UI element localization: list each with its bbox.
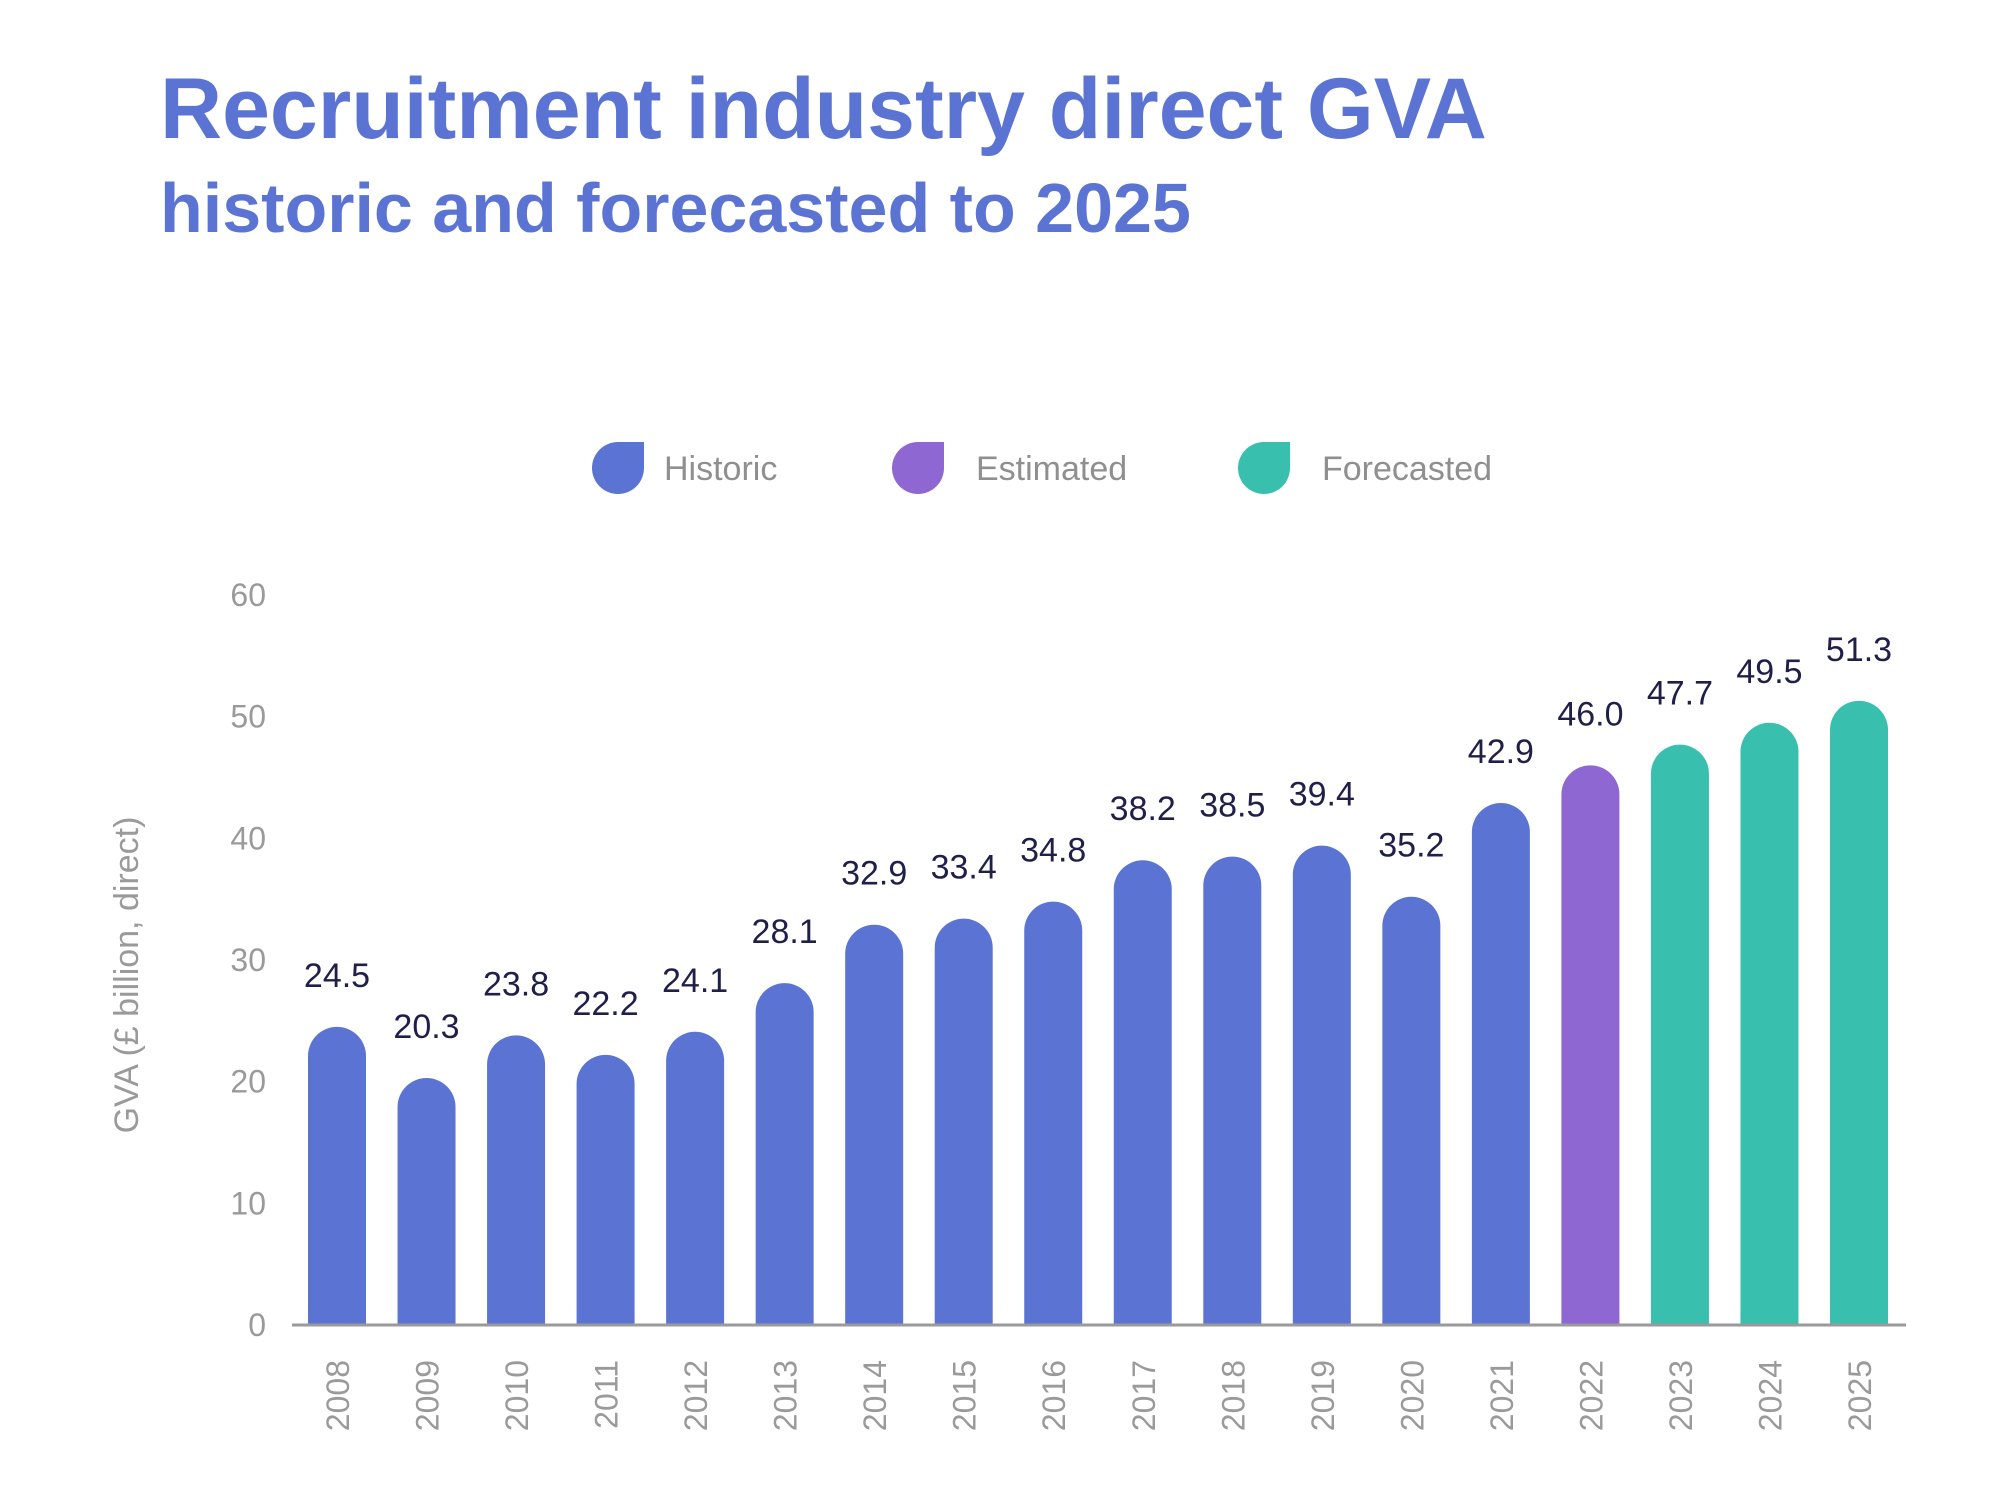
bar-2011	[576, 1054, 635, 1325]
chart-legend: Historic Estimated Forecasted	[592, 442, 1492, 494]
data-label: 28.1	[752, 913, 818, 951]
x-tick-label: 2019	[1305, 1360, 1341, 1431]
y-axis-title: GVA (£ billion, direct)	[108, 817, 146, 1134]
legend-label: Estimated	[976, 450, 1127, 488]
chart-title: Recruitment industry direct GVA	[160, 61, 1487, 157]
chart-subtitle: historic and forecasted to 2025	[160, 169, 1191, 247]
x-tick-label: 2012	[678, 1360, 714, 1431]
y-tick-label: 40	[230, 820, 266, 856]
data-label: 42.9	[1468, 733, 1534, 771]
x-tick-label: 2020	[1394, 1360, 1430, 1431]
data-label: 20.3	[393, 1008, 459, 1046]
x-tick-label: 2014	[857, 1360, 893, 1431]
data-label: 35.2	[1378, 827, 1444, 865]
x-tick-label: 2011	[589, 1360, 625, 1429]
data-label: 24.1	[662, 962, 728, 1000]
bar-2017	[1113, 860, 1172, 1325]
data-label: 32.9	[841, 855, 907, 893]
x-tick-label: 2015	[947, 1360, 983, 1431]
bar-2010	[487, 1035, 546, 1325]
x-tick-label: 2008	[320, 1360, 356, 1431]
bar-2012	[666, 1031, 725, 1325]
legend-droplet-icon	[892, 442, 944, 494]
x-tick-label: 2009	[410, 1360, 446, 1431]
x-tick-label: 2017	[1126, 1360, 1162, 1431]
bar-2009	[397, 1078, 456, 1325]
data-label: 51.3	[1826, 631, 1892, 669]
x-axis: 2008 2009 2010 2011 2012 2013 2014 2015 2016 2017…	[292, 1323, 1906, 1431]
data-label: 23.8	[483, 965, 549, 1003]
data-label: 22.2	[572, 985, 638, 1023]
bar-2019	[1292, 845, 1351, 1325]
legend-droplet-icon	[592, 442, 644, 494]
legend-label: Historic	[664, 450, 777, 488]
bar-2024	[1740, 722, 1799, 1325]
bar-2018	[1203, 856, 1262, 1325]
bar-2015	[934, 918, 993, 1325]
bar-2008	[308, 1026, 366, 1325]
data-label: 46.0	[1557, 695, 1623, 733]
bar-2023	[1650, 744, 1709, 1325]
x-tick-label: 2010	[499, 1360, 535, 1431]
data-label: 33.4	[931, 849, 997, 887]
data-label: 34.8	[1020, 832, 1086, 870]
chart-bars: 24.5 20.3 23.8 22.2 24.1 28.1 32.9 33.4 34.8 38.2…	[304, 631, 1892, 1325]
bar-2022	[1561, 765, 1620, 1325]
y-tick-label: 30	[230, 942, 266, 978]
x-tick-label: 2024	[1752, 1360, 1788, 1431]
y-tick-label: 0	[248, 1307, 266, 1343]
y-axis: 0 10 20 30 40 50 60 GVA (£ billion, direct)	[108, 577, 266, 1343]
y-tick-label: 50	[230, 699, 266, 735]
y-tick-label: 10	[230, 1185, 266, 1221]
data-label: 49.5	[1736, 653, 1802, 691]
bar-2013	[755, 983, 814, 1325]
x-tick-label: 2018	[1215, 1360, 1251, 1431]
x-tick-label: 2021	[1484, 1360, 1520, 1431]
x-tick-label: 2023	[1663, 1360, 1699, 1431]
y-tick-label: 20	[230, 1064, 266, 1100]
bar-2014	[845, 924, 904, 1325]
data-label: 38.5	[1199, 787, 1265, 825]
data-label: 38.2	[1110, 790, 1176, 828]
data-label: 39.4	[1289, 776, 1355, 814]
x-tick-label: 2025	[1842, 1360, 1878, 1431]
data-label: 24.5	[304, 957, 370, 995]
legend-droplet-icon	[1238, 442, 1290, 494]
x-tick-label: 2016	[1036, 1360, 1072, 1431]
bar-2025	[1830, 700, 1888, 1325]
bar-2020	[1382, 896, 1441, 1325]
bar-2016	[1024, 901, 1083, 1325]
x-tick-label: 2022	[1573, 1360, 1609, 1431]
bar-2021	[1471, 803, 1530, 1325]
y-tick-label: 60	[230, 577, 266, 613]
data-label: 47.7	[1647, 675, 1713, 713]
legend-label: Forecasted	[1322, 450, 1492, 488]
x-tick-label: 2013	[768, 1360, 804, 1431]
